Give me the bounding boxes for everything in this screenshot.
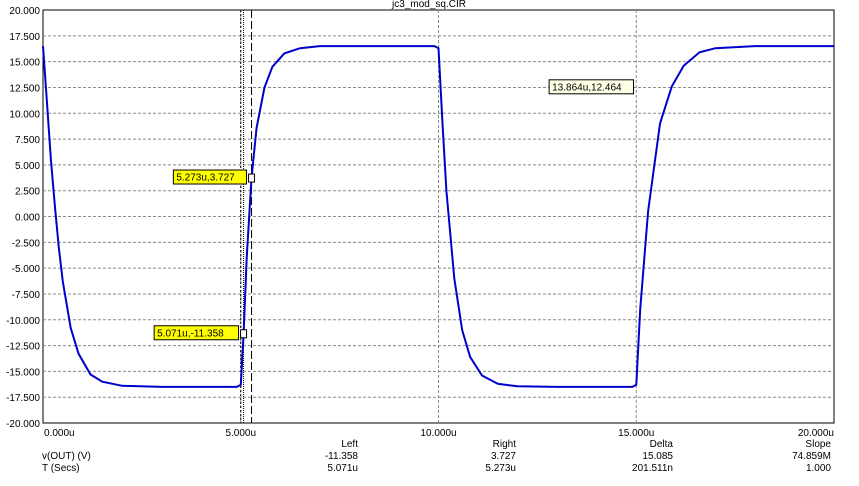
cursor-marker[interactable] [248,173,256,183]
y-tick-label: 17.500 [9,32,40,43]
y-tick-label: -20.000 [6,419,40,430]
chart: jc3_mod_sq.CIR 20.000 17.500 15.000 12.500 1… [6,0,835,438]
y-tick-label: -7.500 [12,290,41,301]
chart-title: jc3_mod_sq.CIR [391,0,466,10]
readout-header-slope: Slope [805,439,831,450]
annotation-label: 13.864u,12.464 [552,82,622,93]
x-tick-label: 10.000u [420,428,456,438]
y-tick-label: -10.000 [6,316,40,327]
cursor-annotation: 13.864u,12.464 [548,79,635,95]
readout-header-left: Left [341,439,358,450]
readout-row-right: 3.727 [490,451,516,462]
readout-row-right: 5.273u [485,463,516,474]
x-tick-label: 5.000u [225,428,256,438]
cursor-annotations: 5.273u,3.727 5.071u,-11.358 13.864u,12.464 [153,79,635,341]
y-tick-label: 20.000 [9,6,40,17]
x-tick-label: 20.000u [798,428,834,438]
y-tick-label: 5.000 [15,161,40,172]
y-tick-label: 7.500 [15,135,40,146]
x-axis-ticks: 0.000u 5.000u 10.000u 15.000u 20.000u [44,428,834,438]
x-tick-label: 15.000u [618,428,654,438]
readout-header-right: Right [492,439,516,450]
y-tick-label: 2.500 [15,187,40,198]
cursor-annotation: 5.273u,3.727 [172,169,256,185]
readout-row-label: v(OUT) (V) [42,451,91,462]
readout-row-left: -11.358 [324,451,358,462]
annotation-label: 5.273u,3.727 [176,173,235,184]
cursor-marker[interactable] [240,329,248,339]
cursor-annotation: 5.071u,-11.358 [153,325,248,341]
annotation-box [153,325,240,341]
readout-row-slope: 74.859M [792,451,831,462]
annotation-label: 5.071u,-11.358 [157,328,224,339]
y-tick-label: 10.000 [9,109,40,120]
cursor-lines[interactable] [240,10,253,423]
x-tick-label: 0.000u [44,428,75,438]
series-line-vout [42,45,834,388]
readout-header-delta: Delta [649,439,673,450]
plot-grid [43,10,834,423]
readout-row-delta: 15.085 [642,451,673,462]
annotation-box [172,169,248,185]
y-tick-label: 0.000 [15,213,40,224]
y-tick-label: -2.500 [12,238,41,249]
y-tick-label: -12.500 [6,342,40,353]
y-tick-label: 12.500 [9,83,40,94]
y-axis-ticks: 20.000 17.500 15.000 12.500 10.000 7.500 5.000… [6,6,40,430]
y-tick-label: 15.000 [9,58,40,69]
readout-row-label: T (Secs) [42,463,80,474]
y-tick-label: -17.500 [6,393,40,404]
readout-row-left: 5.071u [327,463,358,474]
readout-row-slope: 1.000 [805,463,831,474]
annotation-box [548,79,635,95]
cursor-readout-panel: Left Right Delta Slope v(OUT) (V) -11.35… [0,438,859,486]
y-tick-label: -15.000 [6,367,40,378]
readout-row-delta: 201.511n [632,463,673,474]
y-tick-label: -5.000 [12,264,41,275]
